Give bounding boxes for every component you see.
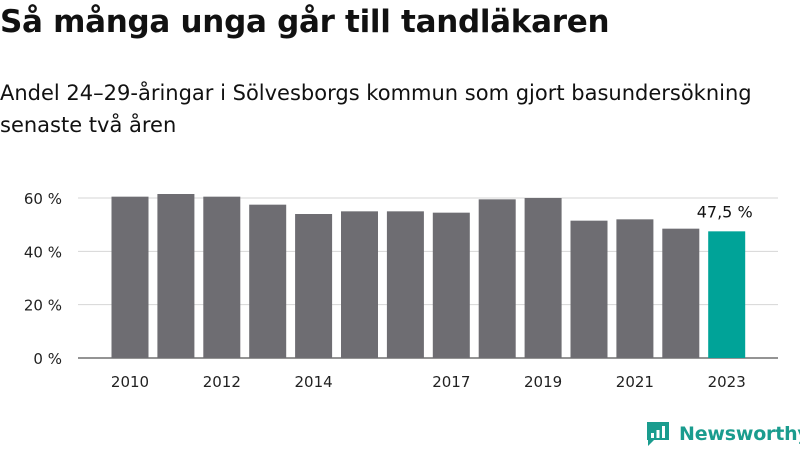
chart-title: Så många unga går till tandläkaren — [0, 4, 610, 40]
newsworthy-logo-icon — [647, 422, 669, 446]
bar-2022 — [662, 228, 700, 358]
bar-2010 — [111, 196, 149, 358]
bar-2014 — [295, 214, 333, 358]
x-tick-label: 2010 — [111, 373, 149, 391]
bar-2023 — [708, 231, 746, 358]
x-tick-label: 2012 — [203, 373, 241, 391]
bar-2021 — [616, 219, 654, 358]
y-tick-label: 60 % — [24, 190, 62, 208]
bar-2016 — [386, 211, 424, 358]
bars — [111, 194, 746, 358]
bar-chart: 0 % 20 % 40 % 60 % 2010 2012 2014 2017 2019 2021… — [24, 190, 778, 391]
bar-2020 — [570, 220, 608, 358]
x-tick-label: 2023 — [708, 373, 746, 391]
newsworthy-logo: Newsworthy — [645, 420, 800, 448]
y-tick-label: 40 % — [24, 243, 62, 261]
gridlines — [78, 197, 778, 359]
data-labels: 47,5 % — [697, 202, 753, 221]
chart-subtitle: Andel 24–29-åringar i Sölvesborgs kommun… — [0, 81, 752, 137]
bar-2011 — [157, 194, 195, 358]
bar-2017 — [432, 212, 470, 358]
bar-2019 — [524, 198, 562, 358]
x-tick-label: 2019 — [524, 373, 562, 391]
bar-2013 — [249, 204, 287, 358]
y-tick-label: 0 % — [33, 350, 62, 368]
data-label-2023: 47,5 % — [697, 202, 753, 221]
brand-name: Newsworthy — [679, 423, 800, 445]
y-axis-tick-labels: 0 % 20 % 40 % 60 % — [24, 190, 62, 368]
y-tick-label: 20 % — [24, 297, 62, 315]
bar-2018 — [478, 199, 516, 358]
bar-2015 — [341, 211, 378, 358]
bar-2012 — [203, 196, 241, 358]
x-axis-tick-labels: 2010 2012 2014 2017 2019 2021 2023 — [111, 373, 746, 391]
x-tick-label: 2014 — [295, 373, 333, 391]
x-tick-label: 2017 — [432, 373, 470, 391]
x-tick-label: 2021 — [616, 373, 654, 391]
